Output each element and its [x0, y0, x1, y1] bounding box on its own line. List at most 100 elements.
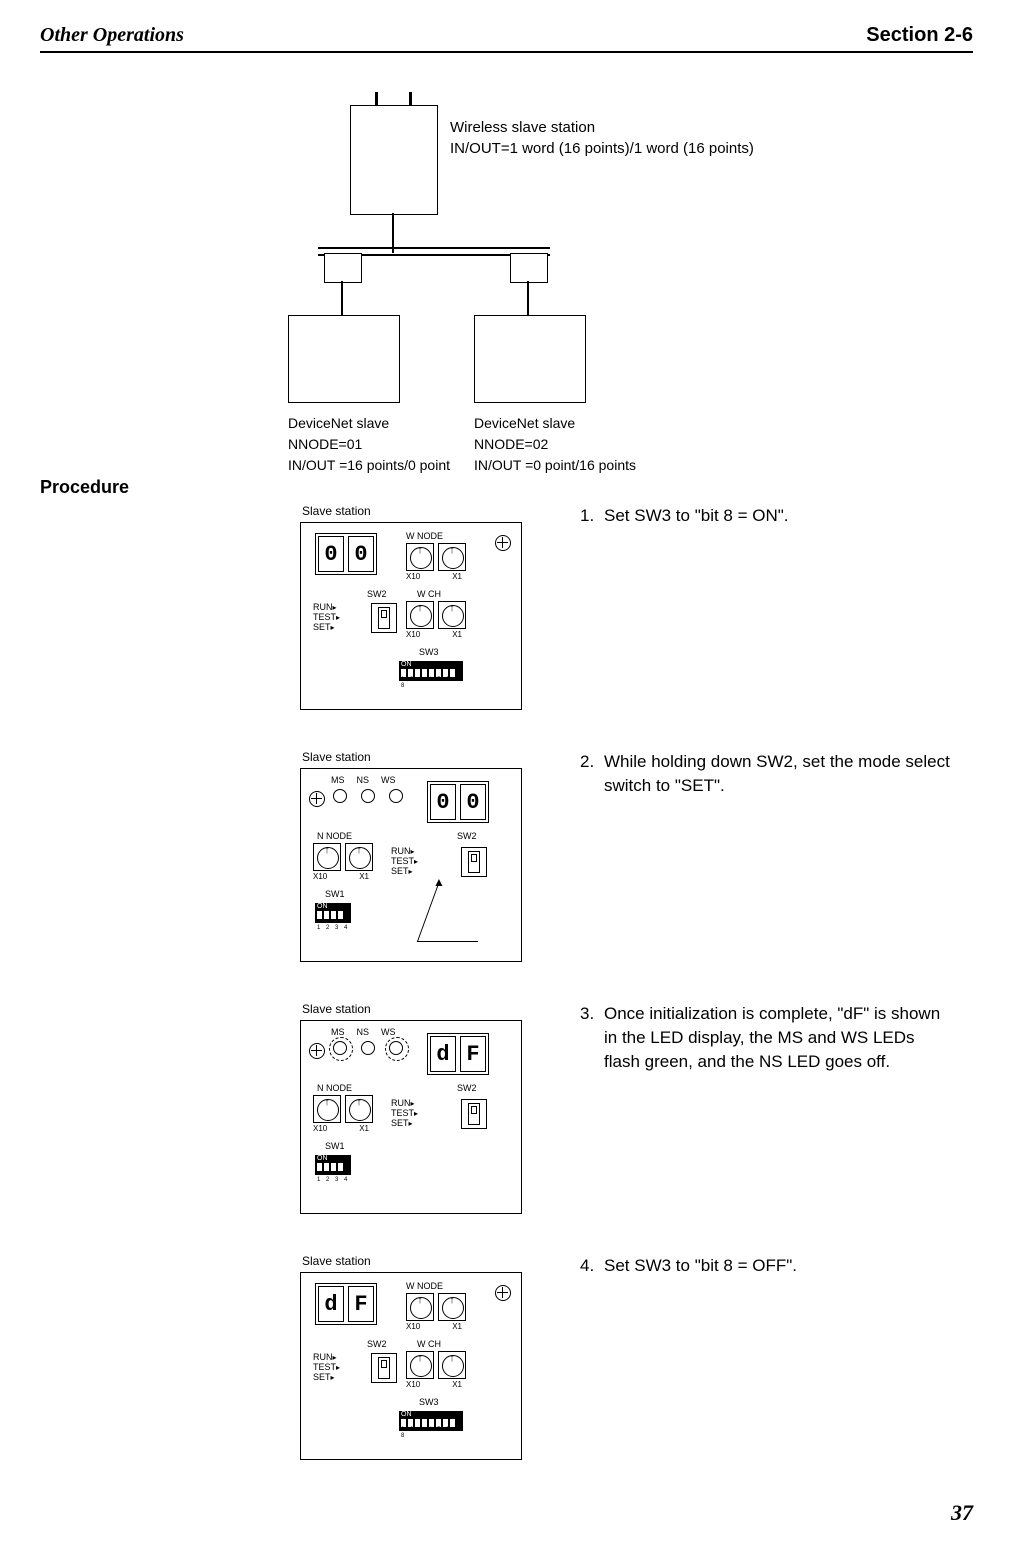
rotary-x1 [345, 1095, 373, 1123]
slave-box-b [474, 315, 586, 403]
wch-label: W CH [417, 1339, 441, 1349]
mode-switch: RUN▸ TEST▸ SET▸ [313, 603, 342, 633]
ws-led-flash [389, 1041, 403, 1055]
step2-body: While holding down SW2, set the mode sel… [604, 750, 950, 798]
fig-caption: Slave station [302, 750, 550, 764]
seg-digit: d [318, 1286, 344, 1322]
step1-body: Set SW3 to "bit 8 = ON". [604, 504, 789, 528]
sw2-label: SW2 [457, 831, 477, 841]
ws-label: WS [381, 775, 396, 785]
mode-switch: RUN▸ TEST▸ SET▸ [313, 1353, 342, 1383]
step-1: Slave station 0 0 W NODE X10 [40, 504, 973, 710]
branch-box [510, 253, 548, 283]
seg-digit: F [348, 1286, 374, 1322]
master-label: Wireless slave station IN/OUT=1 word (16… [450, 117, 754, 159]
slave-a-l2: NNODE=01 [288, 434, 450, 455]
dip4-switch [315, 1155, 351, 1175]
header-left: Other Operations [40, 24, 184, 47]
x10-label: X10 [313, 1124, 327, 1133]
run-label: RUN [313, 602, 333, 612]
test-label: TEST [391, 856, 414, 866]
slave-b-l3: IN/OUT =0 point/16 points [474, 455, 636, 476]
seg-digit: d [430, 1036, 456, 1072]
slave-a-l3: IN/OUT =16 points/0 point [288, 455, 450, 476]
x10-label: X10 [313, 872, 327, 881]
rotary-x1 [438, 1351, 466, 1379]
x1-label: X1 [359, 872, 369, 881]
ms-label: MS [331, 1027, 345, 1037]
page-number: 37 [40, 1500, 973, 1526]
run-label: RUN [313, 1352, 333, 1362]
rotary-x10 [313, 843, 341, 871]
page-header: Other Operations Section 2-6 [40, 24, 973, 53]
seg-digit: 0 [460, 784, 486, 820]
dip4-switch [315, 903, 351, 923]
seven-seg: d F [315, 1283, 377, 1325]
seven-seg: 0 0 [315, 533, 377, 575]
step-3: Slave station MS NS WS d F [40, 1002, 973, 1214]
nnode-label: N NODE [317, 831, 352, 841]
ns-led-off [361, 1041, 375, 1055]
rotary-x1 [438, 601, 466, 629]
sw2-switch [461, 1099, 487, 1129]
seg-digit: F [460, 1036, 486, 1072]
sw2-label: SW2 [367, 589, 387, 599]
run-label: RUN [391, 846, 411, 856]
sw2-switch [371, 603, 397, 633]
step4-num: 4. [580, 1254, 604, 1278]
ns-label: NS [357, 775, 370, 785]
rotary-x10 [406, 601, 434, 629]
wch-label: W CH [417, 589, 441, 599]
slave-b-l2: NNODE=02 [474, 434, 636, 455]
test-label: TEST [391, 1108, 414, 1118]
screw-icon [309, 1043, 325, 1059]
master-label-l1: Wireless slave station [450, 117, 754, 138]
nnode-label: N NODE [317, 1083, 352, 1093]
diagram-line [341, 281, 343, 317]
ws-led [389, 789, 403, 803]
x10-label: X10 [406, 1322, 420, 1331]
sw2-switch [461, 847, 487, 877]
step3-text: 3. Once initialization is complete, "dF"… [580, 1002, 950, 1073]
dip8-nums: 1 2 3 4 5 6 7 8 [401, 1427, 463, 1439]
rotary-x1 [438, 543, 466, 571]
slave-b-l1: DeviceNet slave [474, 413, 636, 434]
x1-label: X1 [359, 1124, 369, 1133]
run-label: RUN [391, 1098, 411, 1108]
slave-label-b: DeviceNet slave NNODE=02 IN/OUT =0 point… [474, 413, 636, 476]
header-right: Section 2-6 [866, 24, 973, 47]
procedure-heading: Procedure [40, 477, 973, 498]
panel-step1: 0 0 W NODE X10 X1 SW2 [300, 522, 522, 710]
fig-caption: Slave station [302, 504, 550, 518]
step2-num: 2. [580, 750, 604, 774]
x10-label: X10 [406, 572, 420, 581]
rotary-x10 [313, 1095, 341, 1123]
sw3-label: SW3 [419, 647, 439, 657]
master-label-l2: IN/OUT=1 word (16 points)/1 word (16 poi… [450, 138, 754, 159]
dip8-nums: 1 2 3 4 5 6 7 8 [401, 677, 463, 689]
ms-led [333, 789, 347, 803]
step1-text: 1. Set SW3 to "bit 8 = ON". [580, 504, 950, 528]
wnode-label: W NODE [406, 1281, 466, 1291]
fig-caption: Slave station [302, 1254, 550, 1268]
step3-num: 3. [580, 1002, 604, 1026]
rotary-x10 [406, 1293, 434, 1321]
dip4-nums: 1 2 3 4 [317, 1177, 349, 1183]
x1-label: X1 [452, 1322, 462, 1331]
set-label: SET [313, 1372, 331, 1382]
step-4: Slave station d F W NODE X10 [40, 1254, 973, 1460]
diagram-line [527, 281, 529, 317]
screw-icon [495, 1285, 511, 1301]
wnode-label: W NODE [406, 531, 466, 541]
rotary-x10 [406, 543, 434, 571]
ns-led [361, 789, 375, 803]
mode-switch: RUN▸ TEST▸ SET▸ [391, 847, 420, 877]
x1-label: X1 [452, 572, 462, 581]
sw1-label: SW1 [325, 1141, 345, 1151]
test-label: TEST [313, 612, 336, 622]
step-2: Slave station MS NS WS 0 0 [40, 750, 973, 962]
sw3-label: SW3 [419, 1397, 439, 1407]
set-label: SET [391, 1118, 409, 1128]
mode-switch: RUN▸ TEST▸ SET▸ [391, 1099, 420, 1129]
fig-caption: Slave station [302, 1002, 550, 1016]
